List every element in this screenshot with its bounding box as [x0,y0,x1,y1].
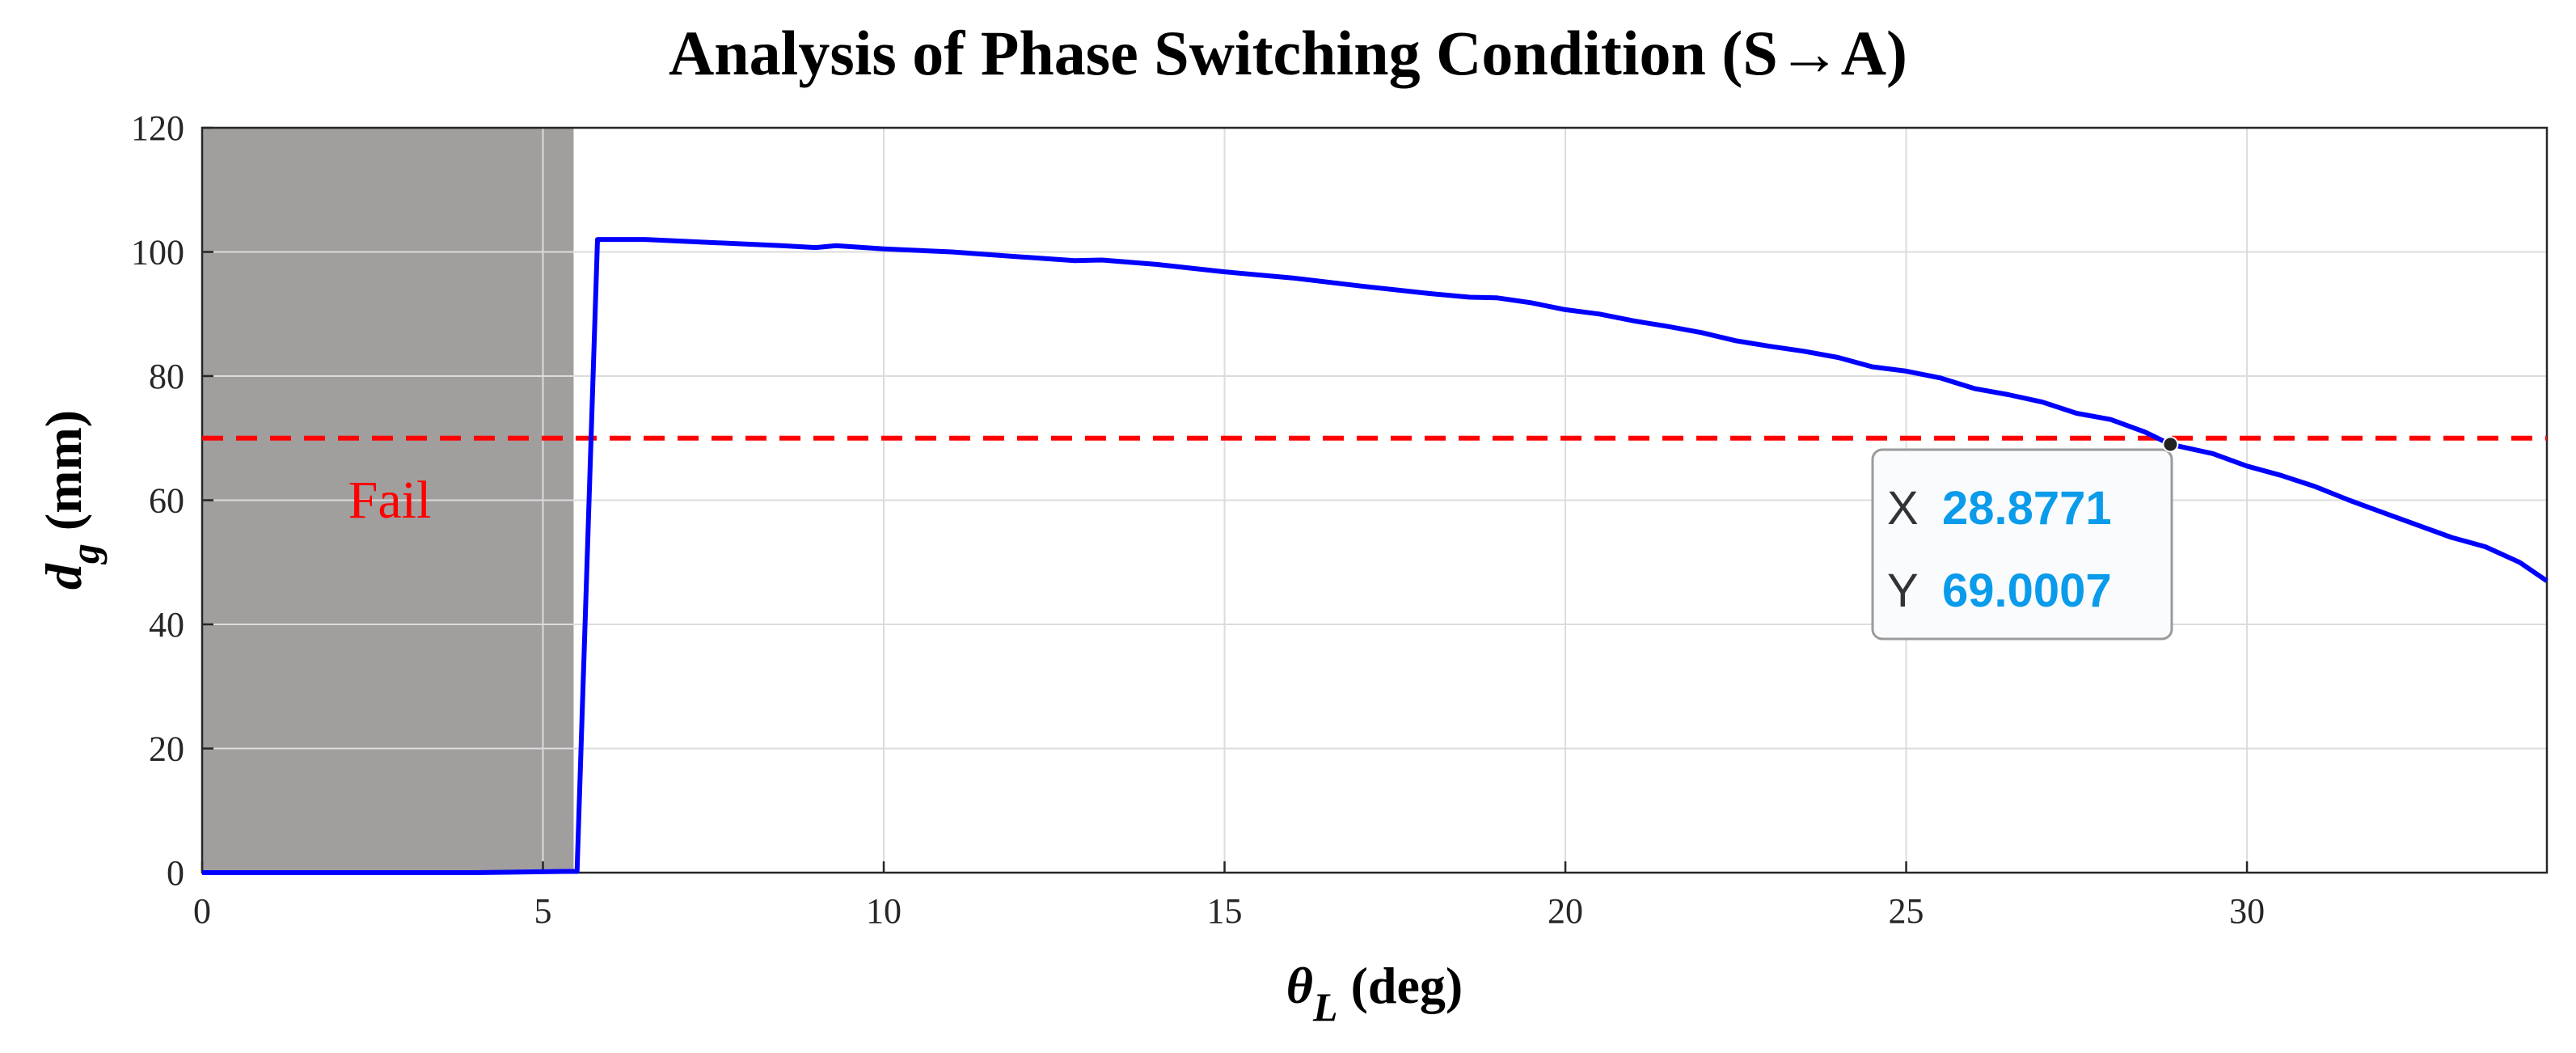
y-tick-label: 80 [149,357,184,396]
y-axis-label-unit: (mm) [35,410,92,543]
datatip-y-key: Y [1887,565,1919,617]
y-axis-label-symbol: d [35,563,92,590]
x-tick-label: 0 [193,891,211,931]
x-tick-label: 25 [1889,891,1924,931]
datatip-box [1871,448,2173,641]
chart-title: Analysis of Phase Switching Condition (S… [669,18,1907,88]
datatip[interactable]: X 28.8771 Y 69.0007 [1871,448,2173,641]
datatip-marker[interactable] [2162,436,2179,453]
y-axis: 0 20 40 60 80 100 120 [131,108,213,893]
y-tick-label: 20 [149,729,184,769]
datatip-x-key: X [1887,482,1919,535]
series-line-dg [202,237,2549,875]
x-tick-label: 20 [1548,891,1583,931]
datatip-y-value: 69.0007 [1942,565,2112,617]
x-axis-label-subscript: L [1312,984,1338,1030]
y-tick-label: 0 [167,853,184,893]
y-tick-label: 40 [149,605,184,645]
fail-label: Fail [348,471,432,530]
y-axis-label-subscript: g [62,543,108,565]
x-axis-label: θL (deg) [1286,957,1463,1030]
y-tick-label: 120 [131,108,184,148]
x-tick-label: 30 [2229,891,2265,931]
x-tick-label: 5 [534,891,552,931]
x-tick-label: 15 [1207,891,1243,931]
y-tick-label: 100 [131,233,184,273]
y-tick-label: 60 [149,481,184,521]
y-axis-label: dg (mm) [35,410,108,590]
x-tick-label: 10 [866,891,902,931]
x-axis-label-symbol: θ [1286,957,1313,1014]
x-axis-label-unit: (deg) [1338,957,1463,1014]
x-axis: 0 5 10 15 20 25 30 [193,861,2265,931]
datatip-x-value: 28.8771 [1942,482,2112,535]
